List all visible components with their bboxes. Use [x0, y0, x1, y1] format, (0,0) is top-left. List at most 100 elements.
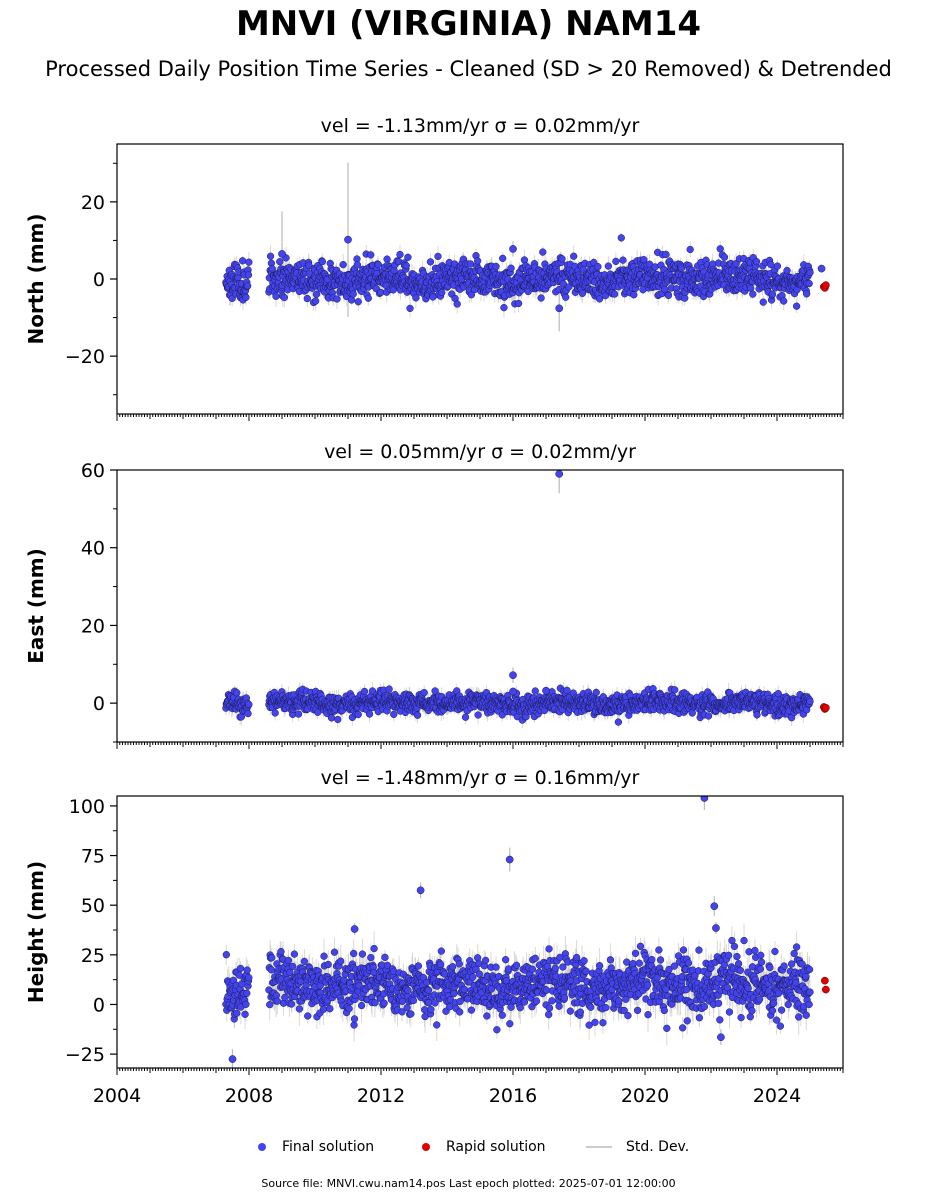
final-solution-point [327, 714, 336, 722]
y-axis-label: North (mm) [24, 213, 48, 344]
final-solution-point [759, 298, 767, 306]
panel-title: vel = -1.13mm/yr σ = 0.02mm/yr [321, 115, 640, 137]
final-solution-point [558, 255, 566, 263]
final-solution-point [272, 292, 280, 300]
final-solution-point [305, 261, 313, 270]
final-solution-point [686, 245, 694, 254]
final-solution-point [426, 258, 435, 266]
final-solution-point [749, 290, 757, 298]
final-solution-point [466, 260, 475, 268]
final-solution-point [413, 711, 422, 719]
final-solution-point [420, 688, 428, 697]
chart-subtitle: Processed Daily Position Time Series - C… [45, 57, 892, 81]
y-tick-label: −20 [65, 346, 105, 368]
final-solution-point [404, 253, 412, 261]
final-solution-point [803, 290, 811, 298]
final-solution-point [374, 260, 382, 269]
final-solution-point [453, 300, 461, 308]
final-solution-point [244, 709, 252, 718]
final-solution-point [555, 304, 564, 313]
final-solution-point [792, 302, 801, 310]
final-solution-point [612, 257, 620, 266]
final-solution-point [276, 258, 284, 266]
final-solution-point [365, 710, 374, 718]
final-solution-point [294, 710, 303, 718]
final-solution-point [594, 263, 602, 271]
final-solution-point [402, 262, 410, 270]
final-solution-point [354, 298, 362, 306]
plot-area [222, 162, 830, 332]
chart-canvas: vel = -1.13mm/yr σ = 0.02mm/yr North (mm)… [24, 115, 844, 1107]
final-solution-point [312, 297, 320, 305]
final-solution-point [412, 294, 420, 302]
final-solution-point [617, 234, 625, 242]
final-solution-point [474, 257, 482, 265]
final-solution-point [390, 710, 398, 719]
final-solution-point [396, 250, 404, 259]
final-solution-point [244, 271, 253, 279]
final-solution-point [780, 297, 788, 305]
panel-title: vel = 0.05mm/yr σ = 0.02mm/yr [324, 441, 636, 463]
final-solution-point [783, 266, 791, 275]
final-solution-point [364, 294, 372, 302]
final-solution-point [339, 260, 347, 269]
final-solution-point [242, 293, 250, 302]
final-solution-point [767, 260, 775, 269]
final-solution-point [266, 252, 275, 260]
final-solution-point [509, 245, 517, 253]
y-tick-label: 0 [93, 269, 105, 291]
y-tick-label: 20 [81, 192, 105, 214]
final-solution-point [367, 251, 375, 259]
final-solution-point [595, 295, 604, 303]
final-solution-point [354, 710, 362, 719]
final-solution-point [565, 283, 573, 291]
plot-area [222, 470, 830, 729]
final-solution-point [500, 303, 508, 312]
final-solution-point [630, 291, 638, 299]
final-solution-point [537, 294, 545, 302]
final-solution-point [334, 715, 342, 724]
final-solution-point [806, 268, 814, 277]
final-solution-point [578, 289, 587, 297]
final-solution-point [303, 294, 311, 303]
final-solution-point [474, 711, 482, 719]
rapid-solution-point [821, 281, 830, 290]
final-solution-point [716, 245, 724, 253]
final-solution-point [499, 254, 507, 263]
y-axis-label: East (mm) [24, 548, 48, 664]
final-solution-point [349, 290, 357, 298]
final-solution-point [347, 296, 356, 304]
final-solution-point [817, 264, 826, 273]
final-solution-point [467, 291, 476, 299]
final-solution-point [431, 687, 439, 695]
chart-title: MNVI (VIRGINIA) NAM14 [235, 4, 702, 44]
final-solution-point [406, 304, 414, 313]
final-solution-point [312, 290, 321, 298]
final-solution-point [353, 261, 362, 269]
final-solution-point [720, 253, 729, 261]
final-solution-point [773, 262, 782, 270]
final-solution-point [434, 252, 442, 261]
final-solution-point [233, 689, 241, 697]
final-solution-point [344, 235, 352, 244]
final-solution-point [360, 687, 369, 696]
final-solution-point [280, 293, 289, 302]
final-solution-point [664, 291, 673, 300]
final-solution-point [245, 258, 253, 266]
final-solution-point [604, 262, 612, 270]
final-solution-point [562, 293, 570, 301]
final-solution-point [559, 280, 567, 288]
final-solution-point [514, 299, 523, 308]
final-solution-point [610, 290, 619, 298]
panel-1: vel = -1.13mm/yr σ = 0.02mm/yr North (mm)… [24, 115, 844, 421]
final-solution-point [570, 252, 578, 260]
final-solution-point [619, 256, 627, 264]
final-solution-point [383, 255, 391, 263]
final-solution-point [438, 288, 446, 297]
final-solution-point [318, 257, 326, 266]
final-solution-point [238, 257, 247, 265]
final-solution-point [268, 265, 276, 273]
final-solution-point [768, 290, 777, 298]
final-solution-point [461, 713, 470, 721]
